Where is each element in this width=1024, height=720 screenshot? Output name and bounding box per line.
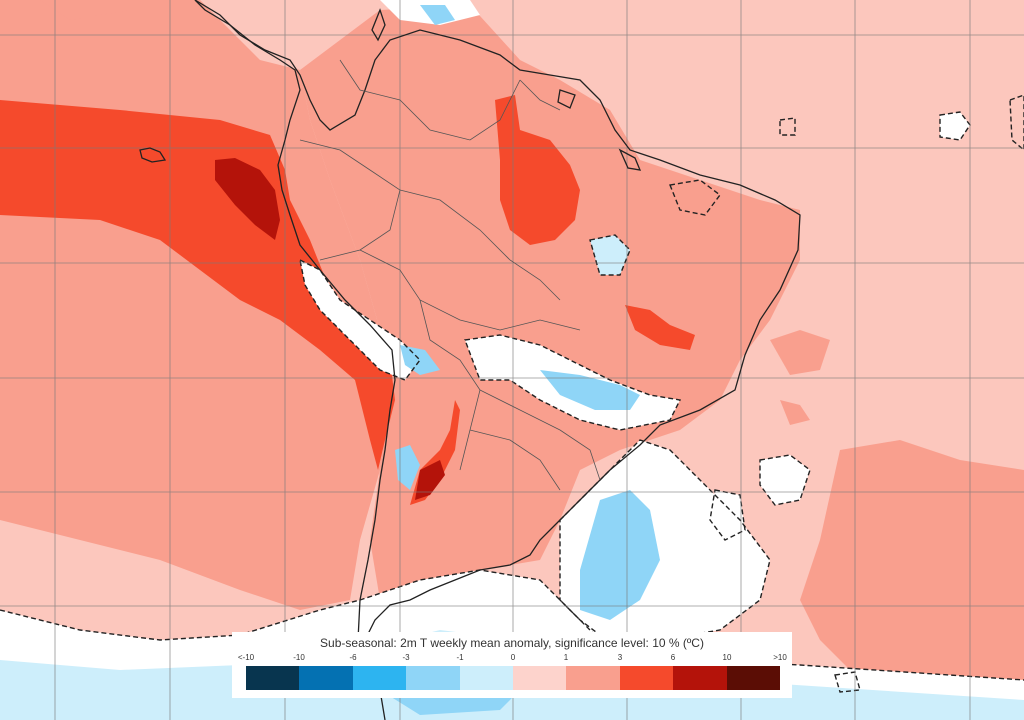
atlantic-white-blob-2 xyxy=(710,490,745,540)
legend-tick: -3 xyxy=(402,653,410,662)
legend-swatch-6 xyxy=(566,666,620,690)
legend-tick: 10 xyxy=(722,653,732,662)
legend-swatch-8 xyxy=(673,666,727,690)
bolivia-cold xyxy=(540,370,640,410)
peru-extreme-hot xyxy=(215,158,280,240)
legend-swatch-4 xyxy=(459,666,514,690)
legend-tick: -6 xyxy=(349,653,357,662)
caribbean-cold xyxy=(420,5,455,25)
legend-swatch-3 xyxy=(406,666,460,690)
legend-swatch-0 xyxy=(246,666,300,690)
legend-tick: -1 xyxy=(456,653,464,662)
legend-color-bar xyxy=(246,666,781,690)
legend-tick: 6 xyxy=(670,653,676,662)
legend-tick: -10 xyxy=(293,653,305,662)
south-atlantic-cold xyxy=(580,490,660,620)
legend-title: Sub-seasonal: 2m T weekly mean anomaly, … xyxy=(320,636,704,650)
legend-swatch-5 xyxy=(513,666,567,690)
legend-swatch-2 xyxy=(352,666,407,690)
legend-tick: 3 xyxy=(617,653,623,662)
andes-cold xyxy=(400,345,440,375)
legend-swatch-7 xyxy=(619,666,674,690)
country-borders xyxy=(299,59,601,491)
legend-tick: >10 xyxy=(773,653,787,662)
amazon-hot-patch xyxy=(495,95,580,245)
central-brazil-hot-patch xyxy=(625,305,695,350)
legend-tick: <-10 xyxy=(237,653,255,662)
atlantic-warm-patch xyxy=(800,440,1024,720)
continent-warm xyxy=(300,5,800,600)
atlantic-warm-blob xyxy=(770,330,830,375)
color-legend: Sub-seasonal: 2m T weekly mean anomaly, … xyxy=(232,632,792,698)
coastlines xyxy=(139,0,801,720)
atlantic-warm-blob-2 xyxy=(780,400,810,425)
legend-swatch-1 xyxy=(299,666,353,690)
equatorial-hot-band xyxy=(0,100,395,470)
amazon-small-cold xyxy=(590,235,630,275)
atlantic-white-blob xyxy=(760,455,810,505)
patagonia-cold xyxy=(395,445,420,490)
legend-ticks: <-10 -10 -6 -3 -1 0 1 3 6 10 >10 xyxy=(232,653,792,667)
argentina-extreme-hot xyxy=(415,460,445,500)
legend-tick: 1 xyxy=(563,653,569,662)
legend-tick: 0 xyxy=(510,653,516,662)
legend-swatch-9 xyxy=(726,666,781,690)
andes-nonsignificant xyxy=(300,260,420,380)
north-pacific-warm xyxy=(0,0,170,20)
atlantic-white-blob-3 xyxy=(940,112,970,140)
